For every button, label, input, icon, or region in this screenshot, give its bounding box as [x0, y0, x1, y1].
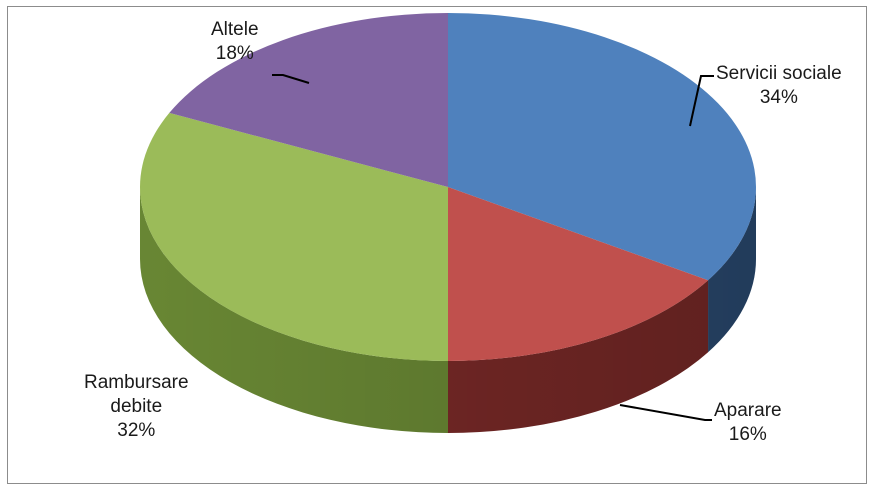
pie-slice-servicii-sociale	[448, 13, 756, 281]
pie-sides	[140, 187, 756, 433]
leader-altele	[272, 74, 310, 84]
label-aparare-pct: 16%	[728, 424, 767, 445]
label-servicii-sociale: Servicii sociale 34%	[716, 62, 842, 110]
label-aparare-name: Aparare	[714, 400, 782, 421]
label-rambursare-name-2: debite	[110, 396, 163, 417]
label-rambursare-name-1: Rambursare	[84, 372, 189, 393]
pie-slice-rambursare-debite	[139, 112, 449, 362]
pie-side-shading	[140, 187, 756, 433]
pie-slice-altele	[169, 13, 448, 187]
label-servicii-name: Servicii sociale	[716, 63, 842, 84]
label-aparare: Aparare 16%	[714, 399, 782, 447]
label-rambursare-pct: 32%	[117, 420, 156, 441]
label-servicii-pct: 34%	[759, 87, 798, 108]
leader-lines	[272, 74, 714, 421]
pie-slice-aparare	[448, 187, 709, 361]
leader-servicii-sociale	[689, 75, 714, 127]
leader-aparare	[619, 404, 712, 421]
pie-tops	[139, 13, 756, 362]
label-rambursare-debite: Rambursare debite 32%	[84, 371, 189, 443]
label-altele: Altele 18%	[211, 18, 259, 66]
label-altele-name: Altele	[211, 19, 259, 40]
label-altele-pct: 18%	[215, 43, 254, 64]
